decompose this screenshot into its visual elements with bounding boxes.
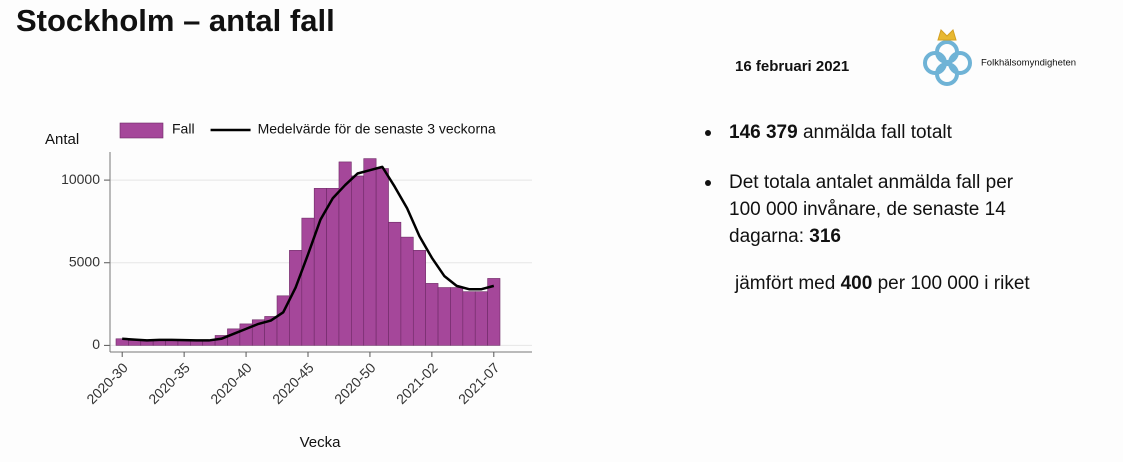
date: 16 februari 2021: [735, 58, 849, 75]
bullet: [705, 180, 711, 186]
line: [122, 165, 495, 342]
bar: [326, 188, 340, 346]
bar: [412, 250, 426, 346]
bar: [375, 168, 389, 346]
bar: [400, 236, 414, 346]
y-tick-label: 0: [92, 336, 100, 352]
bar: [388, 221, 402, 346]
fact-text: jämfört med: [734, 273, 835, 294]
y-axis-label: Antal: [45, 131, 79, 148]
bar: [351, 175, 365, 346]
fact-bold: 146 379: [729, 122, 798, 143]
y-tick-label: 5000: [69, 253, 100, 269]
fact-text: anmälda fall totalt: [803, 122, 953, 143]
bar: [462, 291, 476, 346]
bar: [487, 278, 501, 346]
bar: [437, 287, 451, 346]
slide-title: Stockholm – antal fall: [16, 3, 335, 38]
legend-label: Medelvärde för de senaste 3 veckorna: [258, 121, 496, 137]
bar: [301, 217, 315, 346]
y-tick-label: 10000: [61, 171, 100, 187]
bar: [128, 340, 142, 346]
fact-bold: 400: [841, 273, 873, 294]
fact: 146 379 anmälda fall totalt: [729, 122, 953, 143]
bar: [363, 158, 377, 346]
bar: [425, 283, 439, 346]
fact-bold: 316: [809, 226, 841, 247]
bar: [450, 287, 464, 346]
facts: 146 379 anmälda fall totalt Det totala a…: [705, 122, 1030, 294]
logo: [923, 29, 972, 86]
fact-line: Det totala antalet anmälda fall per: [729, 172, 1014, 193]
logo-ring: [935, 62, 959, 86]
fact: jämfört med 400 per 100 000 i riket: [734, 273, 1030, 294]
logo-crown: [937, 29, 957, 41]
legend: Fall Medelvärde för de senaste 3 veckorna: [119, 121, 496, 139]
fact-line: dagarna: 316: [729, 226, 841, 247]
bullet: [705, 130, 711, 136]
logo-text: Folkhälsomyndigheten: [981, 58, 1076, 69]
x-axis-label: Vecka: [300, 434, 342, 451]
fact-text: per 100 000 i riket: [878, 273, 1031, 294]
fact-text: dagarna:: [729, 226, 804, 247]
legend-label: Fall: [172, 121, 195, 137]
bar: [474, 291, 488, 346]
legend-swatch: [119, 122, 164, 139]
fact-line: 100 000 invånare, de senaste 14: [729, 199, 1006, 220]
